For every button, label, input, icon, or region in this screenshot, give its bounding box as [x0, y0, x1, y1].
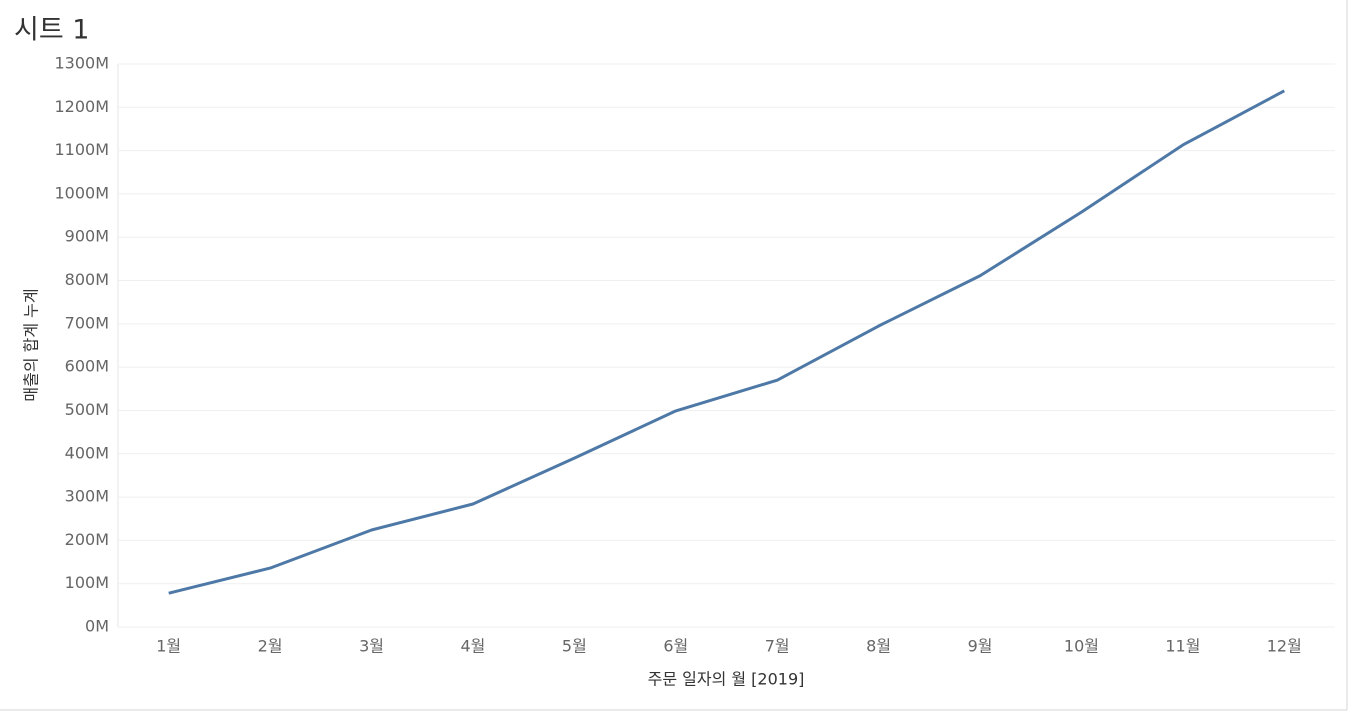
y-tick-label: 900M	[65, 227, 109, 246]
x-tick-label: 10월	[1064, 637, 1099, 656]
y-tick-label: 1300M	[54, 54, 109, 73]
x-tick-label: 5월	[562, 637, 587, 656]
y-tick-label: 300M	[65, 487, 109, 506]
y-axis-label: 매출의 합계 누계	[22, 288, 41, 401]
x-tick-label: 7월	[765, 637, 790, 656]
x-tick-label: 3월	[359, 637, 384, 656]
y-tick-label: 200M	[65, 530, 109, 549]
x-tick-label: 4월	[461, 637, 486, 656]
y-tick-label: 800M	[65, 270, 109, 289]
x-tick-label: 11월	[1165, 637, 1200, 656]
x-axis-label: 주문 일자의 월 [2019]	[648, 670, 805, 689]
x-tick-label: 1월	[156, 637, 181, 656]
y-tick-label: 100M	[65, 573, 109, 592]
x-tick-label: 2월	[258, 637, 283, 656]
y-tick-label: 600M	[65, 357, 109, 376]
y-tick-label: 1000M	[54, 183, 109, 202]
y-tick-label: 700M	[65, 313, 109, 332]
line-series	[168, 89, 1285, 595]
x-tick-label: 12월	[1267, 637, 1302, 656]
y-tick-label: 1100M	[54, 140, 109, 159]
chart-title: 시트 1	[14, 15, 89, 46]
x-tick-label: 9월	[968, 637, 993, 656]
y-tick-label: 400M	[65, 443, 109, 462]
y-tick-label: 1200M	[54, 97, 109, 116]
x-tick-label: 8월	[866, 637, 891, 656]
y-tick-label: 500M	[65, 400, 109, 419]
x-tick-label: 6월	[663, 637, 688, 656]
y-tick-label: 0M	[85, 617, 109, 636]
